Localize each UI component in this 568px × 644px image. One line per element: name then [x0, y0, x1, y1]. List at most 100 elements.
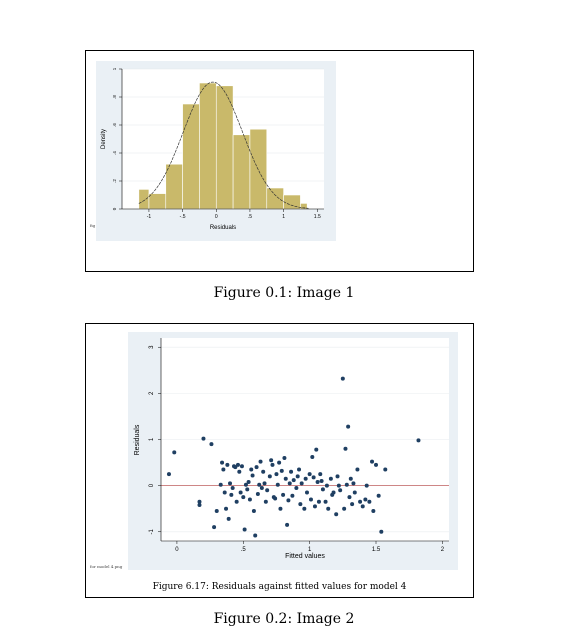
scatter-point	[334, 512, 339, 517]
histogram-y-tick-label: .6	[112, 123, 117, 127]
scatter-point	[238, 490, 243, 495]
scatter-point	[307, 472, 312, 477]
scatter-point	[201, 436, 206, 441]
scatter-y-ticks: -1 0 1 2 3	[149, 345, 161, 534]
histogram-y-label: Density	[101, 129, 107, 149]
scatter-point	[308, 497, 313, 502]
histogram-x-tick-label: -1	[147, 214, 152, 220]
histogram-y-tick-label: 1	[112, 67, 117, 70]
scatter-x-tick-label: 0	[175, 547, 179, 553]
scatter-point	[257, 482, 262, 487]
scatter-point	[316, 499, 321, 504]
scatter-point	[315, 479, 320, 484]
scatter-point	[253, 533, 258, 538]
scatter-point	[376, 493, 381, 498]
scatter-point	[302, 506, 307, 511]
scatter-point	[221, 467, 226, 472]
scatter-point	[250, 473, 255, 478]
figure-2-frame: 0.5 1 1.5 2 -1 0 1 2 3 Fitted values Residuals …	[85, 323, 474, 598]
scatter-x-tick-label: 2	[441, 547, 445, 553]
histogram-bar	[266, 187, 284, 210]
scatter-point	[287, 481, 292, 486]
scatter-point	[374, 462, 379, 467]
scatter-point	[282, 455, 287, 460]
scatter-point	[318, 472, 323, 477]
scatter-x-tick-label: 1	[308, 547, 312, 553]
scatter-point	[331, 490, 336, 495]
figure-2-caption: Figure 0.2: Image 2	[213, 611, 355, 627]
scatter-point	[371, 509, 376, 514]
histogram-chart: -1 -.5 0 .5 1 1.5 0 .2 .4 .6 .8 1 Residuals Densit…	[96, 61, 336, 241]
scatter-point	[242, 527, 247, 532]
scatter-point	[351, 481, 356, 486]
scatter-point	[222, 490, 227, 495]
scatter-y-label: Residuals	[134, 424, 141, 455]
scatter-point	[342, 506, 347, 511]
scatter-point	[262, 481, 267, 486]
scatter-point	[363, 497, 368, 502]
scatter-point	[344, 482, 349, 487]
histogram-bar	[232, 134, 251, 210]
figure-2-inner-caption: Figure 6.17: Residuals against fitted va…	[152, 582, 407, 592]
scatter-point	[285, 522, 290, 527]
scatter-point	[311, 475, 316, 480]
histogram-x-tick-label: .5	[248, 214, 252, 220]
histogram-x-tick-label: 1	[282, 214, 285, 220]
scatter-point	[286, 498, 291, 503]
histogram-y-tick-label: .8	[112, 95, 117, 99]
scatter-point	[214, 509, 219, 514]
scatter-point	[358, 499, 363, 504]
scatter-point	[261, 469, 266, 474]
scatter-point	[299, 481, 304, 486]
scatter-point	[228, 481, 233, 486]
scatter-point	[230, 485, 235, 490]
scatter-point	[336, 483, 341, 488]
normal-density-curve	[138, 81, 309, 209]
figure-1-caption: Figure 0.1: Image 1	[213, 285, 355, 301]
scatter-point	[312, 504, 317, 509]
scatter-point	[291, 478, 296, 483]
histogram-bar	[138, 189, 150, 210]
scatter-point	[235, 462, 240, 467]
scatter-point	[209, 442, 214, 447]
scatter-point	[267, 474, 272, 479]
scatter-point	[383, 467, 388, 472]
scatter-point	[328, 476, 333, 481]
scatter-point	[249, 467, 254, 472]
scatter-point	[270, 462, 275, 467]
scatter-point	[224, 506, 229, 511]
histogram-y-tick-label: 0	[112, 207, 117, 210]
scatter-point	[166, 472, 171, 477]
scatter-points	[166, 376, 421, 538]
histogram-x-tick-label: -.5	[180, 214, 186, 220]
histogram-x-tick-label: 0	[215, 214, 218, 220]
scatter-y-tick-label: 3	[149, 345, 155, 349]
scatter-point	[251, 509, 256, 514]
histogram-bar	[283, 194, 301, 210]
scatter-point	[258, 459, 263, 464]
scatter-point	[416, 438, 421, 443]
scatter-point	[290, 493, 295, 498]
scatter-point	[343, 446, 348, 451]
scatter-point	[314, 447, 319, 452]
scatter-point	[289, 469, 294, 474]
histogram-y-tick-label: .4	[112, 151, 117, 155]
scatter-point	[283, 476, 288, 481]
scatter-point	[370, 459, 375, 464]
scatter-point	[269, 458, 274, 463]
scatter-point	[225, 462, 230, 467]
scatter-point	[323, 499, 328, 504]
scatter-point	[350, 502, 355, 507]
scatter-point	[355, 467, 360, 472]
scatter-point	[197, 499, 202, 504]
scatter-point	[346, 424, 351, 429]
histogram-bars	[138, 82, 308, 210]
scatter-point	[324, 483, 329, 488]
scatter-point	[220, 460, 225, 465]
scatter-point	[352, 490, 357, 495]
scatter-x-tick-label: 1.5	[372, 547, 381, 553]
histogram-bar	[148, 193, 167, 210]
scatter-point	[247, 497, 252, 502]
scatter-point	[218, 482, 223, 487]
scatter-point	[340, 376, 345, 381]
